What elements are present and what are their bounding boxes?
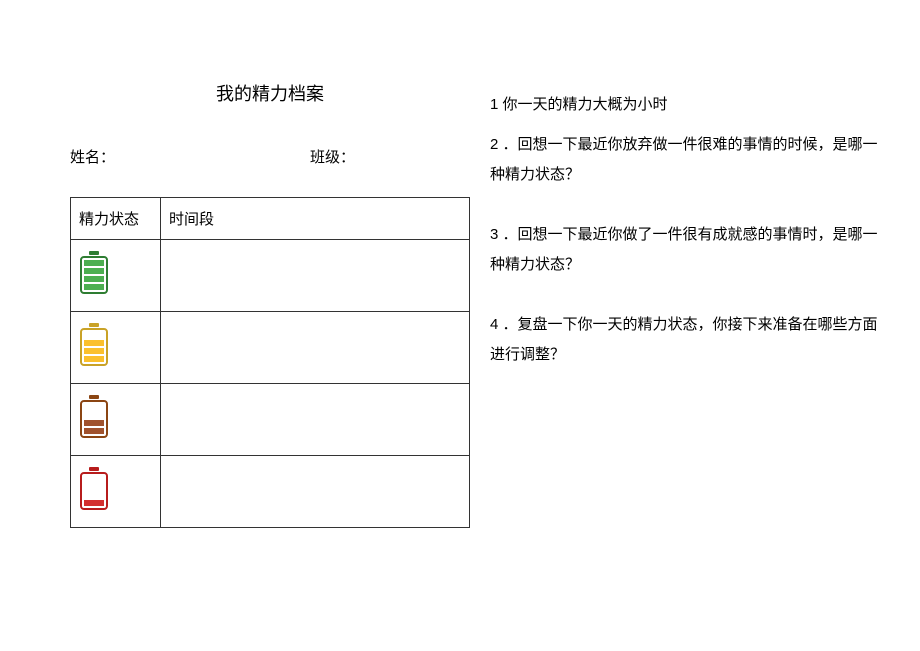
col-header-time: 时间段: [161, 198, 470, 240]
time-period-cell[interactable]: [161, 384, 470, 456]
worksheet-container: 我的精力档案 姓名： 班级： 精力状态 时间段: [0, 0, 920, 548]
question-2: 2 ．回想一下最近你放弃做一件很难的事情的时候，是哪一种精力状态？: [490, 130, 890, 190]
name-class-row: 姓名： 班级：: [70, 146, 470, 167]
table-row: [71, 312, 470, 384]
question-4: 4 ．复盘一下你一天的精力状态，你接下来准备在哪些方面进行调整？: [490, 310, 890, 370]
battery-icon: [79, 395, 109, 444]
question-1: 1 你一天的精力大概为小时: [490, 90, 890, 120]
class-label: 班级：: [310, 146, 470, 167]
time-period-cell[interactable]: [161, 240, 470, 312]
energy-state-cell: [71, 384, 161, 456]
energy-state-cell: [71, 312, 161, 384]
energy-state-cell: [71, 456, 161, 528]
time-period-cell[interactable]: [161, 456, 470, 528]
energy-table: 精力状态 时间段: [70, 197, 470, 528]
time-period-cell[interactable]: [161, 312, 470, 384]
page-title: 我的精力档案: [70, 80, 470, 106]
energy-state-cell: [71, 240, 161, 312]
question-3: 3 ．回想一下最近你做了一件很有成就感的事情时，是哪一种精力状态？: [490, 220, 890, 280]
battery-icon: [79, 467, 109, 516]
table-row: [71, 240, 470, 312]
col-header-state: 精力状态: [71, 198, 161, 240]
name-label: 姓名：: [70, 146, 310, 167]
left-panel: 我的精力档案 姓名： 班级： 精力状态 时间段: [70, 80, 470, 528]
battery-icon: [79, 323, 109, 372]
right-panel: 1 你一天的精力大概为小时 2 ．回想一下最近你放弃做一件很难的事情的时候，是哪…: [490, 80, 890, 528]
table-row: [71, 456, 470, 528]
battery-icon: [79, 251, 109, 300]
table-header-row: 精力状态 时间段: [71, 198, 470, 240]
table-row: [71, 384, 470, 456]
